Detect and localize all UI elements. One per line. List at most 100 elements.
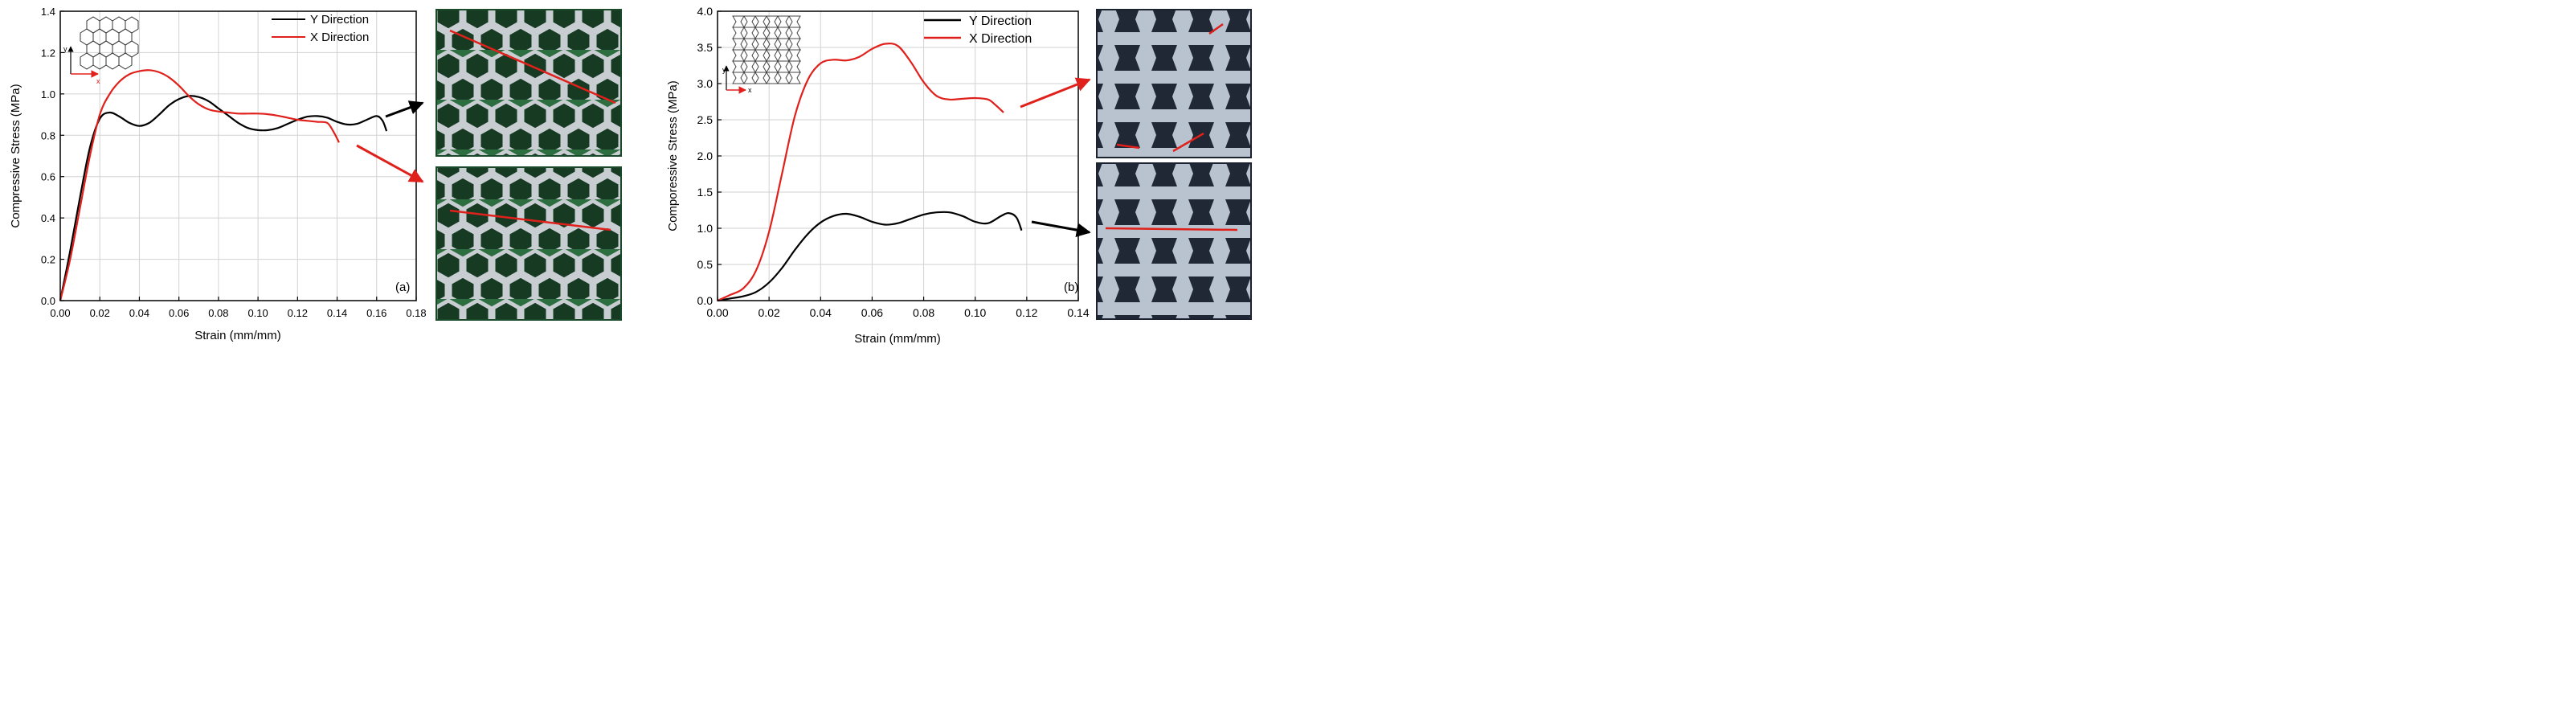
x-tick-label: 0.04 <box>129 307 149 319</box>
y-tick-label: 4.0 <box>697 5 714 18</box>
auxetic-cell <box>743 27 756 39</box>
auxetic-cell <box>766 38 779 51</box>
y-tick-label: 1.0 <box>697 222 714 235</box>
y-tick-label: 0.6 <box>41 171 55 183</box>
x-axis-label: Strain (mm/mm) <box>854 332 941 346</box>
y-tick-label: 0.0 <box>41 295 55 307</box>
x-tick-label: 0.02 <box>758 306 780 319</box>
photo-auxetic-y <box>1096 162 1252 320</box>
auxetic-cell <box>743 38 756 51</box>
grid <box>59 10 417 301</box>
y-tick-label: 1.2 <box>41 47 55 59</box>
auxetic-cell <box>777 27 790 39</box>
auxetic-cell <box>788 49 801 62</box>
auxetic-cell <box>732 15 745 28</box>
auxetic-cell <box>788 38 801 51</box>
photo-honeycomb-x <box>435 166 622 321</box>
auxetic-cell <box>766 72 779 84</box>
auxetic-cell <box>732 60 745 73</box>
legend-label-x: X Direction <box>310 31 369 44</box>
arrow-x-to-photo <box>356 144 424 183</box>
y-tick-label: 0.8 <box>41 129 55 141</box>
auxetic-cell <box>732 38 745 51</box>
auxetic-cell <box>788 60 801 73</box>
fracture-line <box>1105 227 1238 231</box>
auxetic-cell <box>754 38 767 51</box>
series-line-y-direction <box>717 211 1023 302</box>
auxetic-cell <box>766 27 779 39</box>
fracture-line <box>1208 23 1224 35</box>
x-tick-label: 0.04 <box>810 306 832 319</box>
y-tick-label: 3.5 <box>697 41 714 54</box>
auxetic-cell <box>743 49 756 62</box>
auxetic-cell <box>743 72 756 84</box>
legend: Y Direction X Direction <box>272 13 369 44</box>
x-tick-label: 0.12 <box>288 307 308 319</box>
x-tick-label: 0.10 <box>247 307 268 319</box>
grid <box>717 10 1079 301</box>
inset-auxetic: y x <box>722 15 801 94</box>
auxetic-cell <box>777 49 790 62</box>
fracture-line <box>1172 132 1204 153</box>
x-tick-label: 0.08 <box>208 307 228 319</box>
x-axis-ticks: 0.00 0.02 0.04 0.06 0.08 0.10 0.12 0.14 <box>706 297 1090 319</box>
panel-label: (b) <box>1064 281 1078 294</box>
y-tick-label: 1.0 <box>41 88 55 100</box>
y-axis-ticks: 0.0 0.5 1.0 1.5 2.0 2.5 3.0 3.5 4.0 <box>697 5 722 307</box>
x-tick-label: 0.10 <box>964 306 986 319</box>
series-line-x-direction <box>59 69 340 301</box>
y-tick-label: 2.5 <box>697 113 714 126</box>
x-axis-ticks: 0.00 0.02 0.04 0.06 0.08 0.10 0.12 0.14 0.16 0.18 <box>50 297 427 319</box>
auxetic-cell <box>732 49 745 62</box>
x-tick-label: 0.16 <box>366 307 386 319</box>
fracture-line <box>1116 143 1140 150</box>
arrow-x-to-photo <box>1020 77 1091 109</box>
inset-x-label: x <box>748 86 752 94</box>
x-tick-label: 0.06 <box>861 306 883 319</box>
y-tick-label: 0.4 <box>41 212 55 224</box>
arrow-y-to-photo <box>1031 220 1091 237</box>
inset-y-label: y <box>722 66 726 74</box>
series-group <box>59 69 388 301</box>
y-tick-label: 2.0 <box>697 150 714 162</box>
honeycomb-sketch <box>80 16 139 70</box>
y-axis-ticks: 0.0 0.2 0.4 0.6 0.8 1.0 1.2 1.4 <box>41 6 64 307</box>
auxetic-cell <box>777 15 790 28</box>
auxetic-cell <box>777 38 790 51</box>
arrow-y-to-photo <box>385 100 424 118</box>
x-tick-label: 0.18 <box>406 307 426 319</box>
y-axis-label: Comporessive Stress (MPa) <box>666 80 680 231</box>
series-line-y-direction <box>59 95 388 301</box>
y-axis-label: Compressive Stress (MPa) <box>9 84 22 227</box>
photo-honeycomb-y <box>435 9 622 157</box>
y-tick-label: 0.0 <box>697 294 714 307</box>
legend-label-x: X Direction <box>969 32 1032 46</box>
auxetic-cell <box>766 15 779 28</box>
x-tick-label: 0.08 <box>913 306 934 319</box>
auxetic-cell <box>788 72 801 84</box>
legend: Y Direction X Direction <box>924 14 1032 46</box>
panel-label: (a) <box>395 281 410 294</box>
x-tick-label: 0.00 <box>706 306 728 319</box>
auxetic-cell <box>754 60 767 73</box>
x-tick-label: 0.06 <box>169 307 189 319</box>
auxetic-cell <box>754 27 767 39</box>
y-tick-label: 0.2 <box>41 254 55 266</box>
auxetic-cell <box>754 72 767 84</box>
panel-a: 0.00 0.02 0.04 0.06 0.08 0.10 0.12 0.14 0.16 0.18… <box>9 6 427 342</box>
y-tick-label: 1.4 <box>41 6 55 18</box>
y-tick-label: 0.5 <box>697 258 714 271</box>
series-line-x-direction <box>717 42 1004 302</box>
auxetic-cell <box>754 15 767 28</box>
auxetic-cell <box>754 49 767 62</box>
auxetic-cell <box>766 49 779 62</box>
x-tick-label: 0.14 <box>1067 306 1089 319</box>
y-tick-label: 1.5 <box>697 186 714 199</box>
auxetic-cell <box>743 15 756 28</box>
auxetic-cell <box>766 60 779 73</box>
photo-auxetic-x <box>1096 9 1252 158</box>
x-tick-label: 0.14 <box>327 307 347 319</box>
x-tick-label: 0.00 <box>50 307 70 319</box>
inset-x-label: x <box>96 77 100 85</box>
